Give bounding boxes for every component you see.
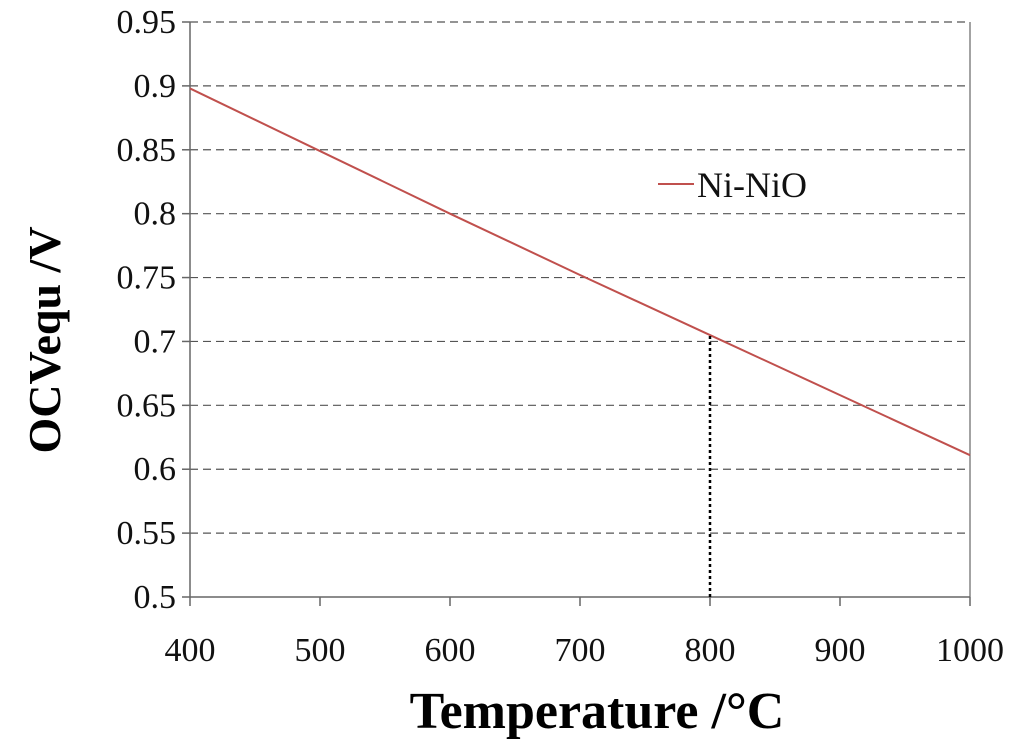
x-tick-label: 900 xyxy=(815,632,866,669)
series-line-ni-nio xyxy=(189,87,971,457)
y-tick-label: 0.7 xyxy=(134,323,177,360)
y-tick-label: 0.55 xyxy=(117,515,177,552)
plot-area xyxy=(189,22,971,598)
grid xyxy=(190,21,970,534)
x-axis-ticks: 400 500 600 700 800 900 1000 xyxy=(165,597,1004,669)
legend: Ni-NiO xyxy=(658,165,807,205)
x-tick-label: 500 xyxy=(295,632,346,669)
y-tick-label: 0.6 xyxy=(134,451,177,488)
y-tick-label: 0.65 xyxy=(117,387,177,424)
y-tick-label: 0.5 xyxy=(134,579,177,616)
y-tick-label: 0.95 xyxy=(117,4,177,41)
y-axis-ticks: 0.5 0.55 0.6 0.65 0.7 0.75 0.8 0.85 0.9 0.95 xyxy=(117,4,190,616)
legend-label: Ni-NiO xyxy=(697,165,807,205)
x-tick-label: 400 xyxy=(165,632,216,669)
x-tick-label: 1000 xyxy=(936,632,1004,669)
x-tick-label: 700 xyxy=(555,632,606,669)
x-axis-title: Temperature /°C xyxy=(410,683,785,740)
y-tick-label: 0.8 xyxy=(134,196,177,233)
y-axis-title: OCVequ /V xyxy=(19,226,70,453)
y-tick-label: 0.85 xyxy=(117,132,177,169)
x-tick-label: 800 xyxy=(685,632,736,669)
series-layer xyxy=(189,87,971,457)
y-tick-label: 0.9 xyxy=(134,68,177,105)
y-tick-label: 0.75 xyxy=(117,260,177,297)
x-tick-label: 600 xyxy=(425,632,476,669)
